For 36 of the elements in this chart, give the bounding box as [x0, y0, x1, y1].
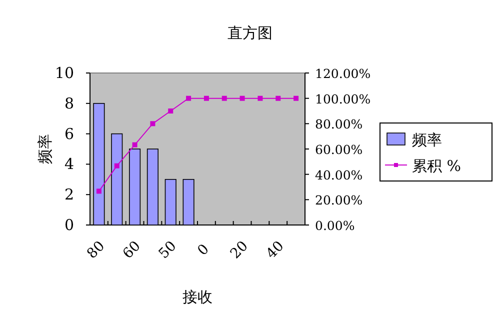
x-tick-label: 50 — [156, 238, 180, 262]
x-tick-label: 0 — [194, 241, 212, 259]
x-tick-label: 80 — [84, 238, 108, 262]
y2-tick-label: 40.00% — [315, 167, 363, 182]
y-tick-label: 2 — [64, 186, 74, 204]
point — [222, 96, 227, 101]
x-tick-label: 20 — [228, 238, 252, 262]
x-axis-title: 接收 — [182, 288, 212, 306]
y-tick-label: 8 — [64, 94, 74, 112]
y-tick-label: 6 — [64, 124, 74, 143]
y-tick-label: 10 — [54, 64, 74, 82]
legend-label: 累积 % — [412, 157, 462, 175]
chart-title: 直方图 — [228, 24, 272, 42]
y2-tick-label: 120.00% — [315, 66, 371, 81]
y2-tick-label: 80.00% — [315, 116, 363, 132]
point — [258, 96, 263, 101]
point — [150, 121, 156, 126]
x-tick-label: 60 — [120, 238, 144, 262]
y2-tick-label: 0.00% — [315, 218, 355, 233]
y-tick-label: 0 — [64, 216, 74, 234]
point — [168, 108, 174, 114]
x-tick-label: 40 — [263, 238, 288, 262]
legend-label: 频率 — [412, 131, 442, 149]
y2-tick-label: 20.00% — [315, 192, 363, 208]
y-tick-label: 4 — [64, 155, 74, 174]
point — [132, 142, 138, 148]
point — [276, 96, 281, 101]
y-axis-title: 频率 — [36, 134, 54, 164]
point — [240, 96, 245, 101]
point — [96, 188, 102, 194]
point — [294, 96, 299, 101]
point — [186, 96, 192, 101]
y2-tick-label: 60.00% — [315, 142, 363, 157]
point — [114, 163, 120, 168]
y2-tick-label: 100.00% — [315, 91, 371, 106]
point — [204, 96, 209, 101]
